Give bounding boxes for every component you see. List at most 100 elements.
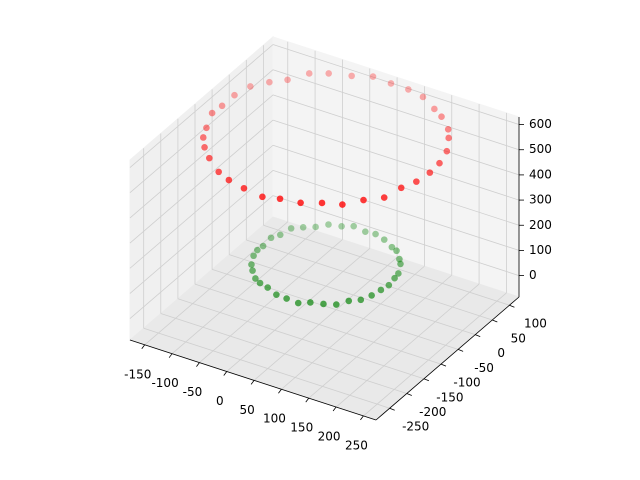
data-point xyxy=(368,292,375,299)
grid-line xyxy=(129,119,274,244)
grid-line xyxy=(308,274,453,399)
grid-line xyxy=(272,94,520,176)
data-point xyxy=(203,124,210,132)
grid-line xyxy=(171,230,316,354)
data-point xyxy=(339,201,346,208)
axis-line xyxy=(129,339,377,421)
data-point xyxy=(348,72,355,80)
data-point xyxy=(256,279,264,287)
data-point xyxy=(264,284,272,291)
y-tick-label: -150 xyxy=(436,390,463,404)
data-point xyxy=(431,105,438,113)
data-point xyxy=(287,225,295,232)
data-point xyxy=(294,299,302,307)
data-point xyxy=(397,184,405,192)
grid-line xyxy=(211,268,459,350)
tick-mark xyxy=(440,363,447,367)
data-point xyxy=(391,274,398,282)
grid-line xyxy=(253,257,398,381)
data-point xyxy=(312,223,319,231)
data-point xyxy=(325,70,333,77)
data-point xyxy=(259,193,266,201)
data-point xyxy=(385,281,393,289)
data-point xyxy=(297,199,304,207)
grid-line xyxy=(229,254,476,336)
z-tick-label: 100 xyxy=(529,243,552,257)
x-tick-label: 50 xyxy=(239,403,254,417)
data-point xyxy=(199,134,207,141)
data-point xyxy=(413,178,420,185)
y-tick-label: -200 xyxy=(419,405,446,419)
data-point xyxy=(318,199,326,207)
tick-mark xyxy=(332,406,337,412)
data-point xyxy=(267,234,275,242)
tick-mark xyxy=(141,344,146,350)
data-point xyxy=(206,154,213,162)
x-tick-label: -150 xyxy=(124,367,151,381)
tick-mark xyxy=(475,334,481,338)
x-tick-label: 0 xyxy=(216,394,224,408)
tick-mark xyxy=(305,397,310,403)
grid-line xyxy=(143,327,390,409)
grid-line xyxy=(226,248,371,372)
data-point xyxy=(380,236,388,243)
data-point xyxy=(218,102,226,110)
data-point xyxy=(443,147,451,155)
data-point xyxy=(249,267,256,274)
data-point xyxy=(215,168,222,176)
data-point xyxy=(254,246,261,254)
grid-line xyxy=(272,170,520,251)
grid-line xyxy=(129,170,274,294)
data-point xyxy=(305,70,313,77)
data-point xyxy=(369,73,377,80)
data-point xyxy=(273,291,280,298)
z-tick-label: 0 xyxy=(529,268,537,282)
data-point xyxy=(240,184,248,192)
grid-line xyxy=(160,313,407,394)
data-point xyxy=(231,91,238,99)
data-point xyxy=(345,297,353,305)
data-point xyxy=(380,194,388,201)
data-point xyxy=(393,247,400,255)
z-tick-label: 200 xyxy=(529,218,552,232)
data-point xyxy=(338,222,345,230)
data-point xyxy=(405,86,412,93)
axis-line xyxy=(375,296,520,421)
tick-mark xyxy=(250,380,255,385)
data-point xyxy=(360,196,367,204)
grid-line xyxy=(281,265,425,390)
data-point xyxy=(426,169,434,176)
grid-line xyxy=(335,283,480,408)
y-tick-label: -250 xyxy=(402,420,429,434)
grid-line xyxy=(129,195,274,319)
grid-line xyxy=(129,144,274,269)
data-point xyxy=(248,261,255,268)
data-point xyxy=(372,230,379,238)
grid-line xyxy=(363,292,507,417)
data-point xyxy=(444,126,452,133)
data-point xyxy=(266,78,273,86)
tick-mark xyxy=(492,319,498,323)
data-point xyxy=(299,224,307,231)
data-point xyxy=(333,301,340,308)
grid-line xyxy=(272,195,520,276)
x-tick-label: -100 xyxy=(151,376,178,390)
data-point xyxy=(388,243,396,251)
grid-line xyxy=(272,44,520,125)
y-tick-label: 0 xyxy=(497,346,505,360)
data-point xyxy=(436,159,443,167)
data-point xyxy=(395,270,402,277)
tick-mark xyxy=(457,349,464,352)
tick-mark xyxy=(168,353,173,358)
grid-line xyxy=(129,44,274,168)
y-tick-label: -50 xyxy=(474,361,494,375)
z-tick-label: 400 xyxy=(529,167,552,181)
data-point xyxy=(276,195,284,203)
data-point xyxy=(208,109,216,117)
tick-mark xyxy=(389,407,395,411)
grid-line xyxy=(272,119,520,201)
y-tick-label: -100 xyxy=(453,376,480,390)
z-tick-label: 600 xyxy=(529,117,552,131)
grid-line xyxy=(177,298,425,380)
tick-mark xyxy=(509,304,515,308)
